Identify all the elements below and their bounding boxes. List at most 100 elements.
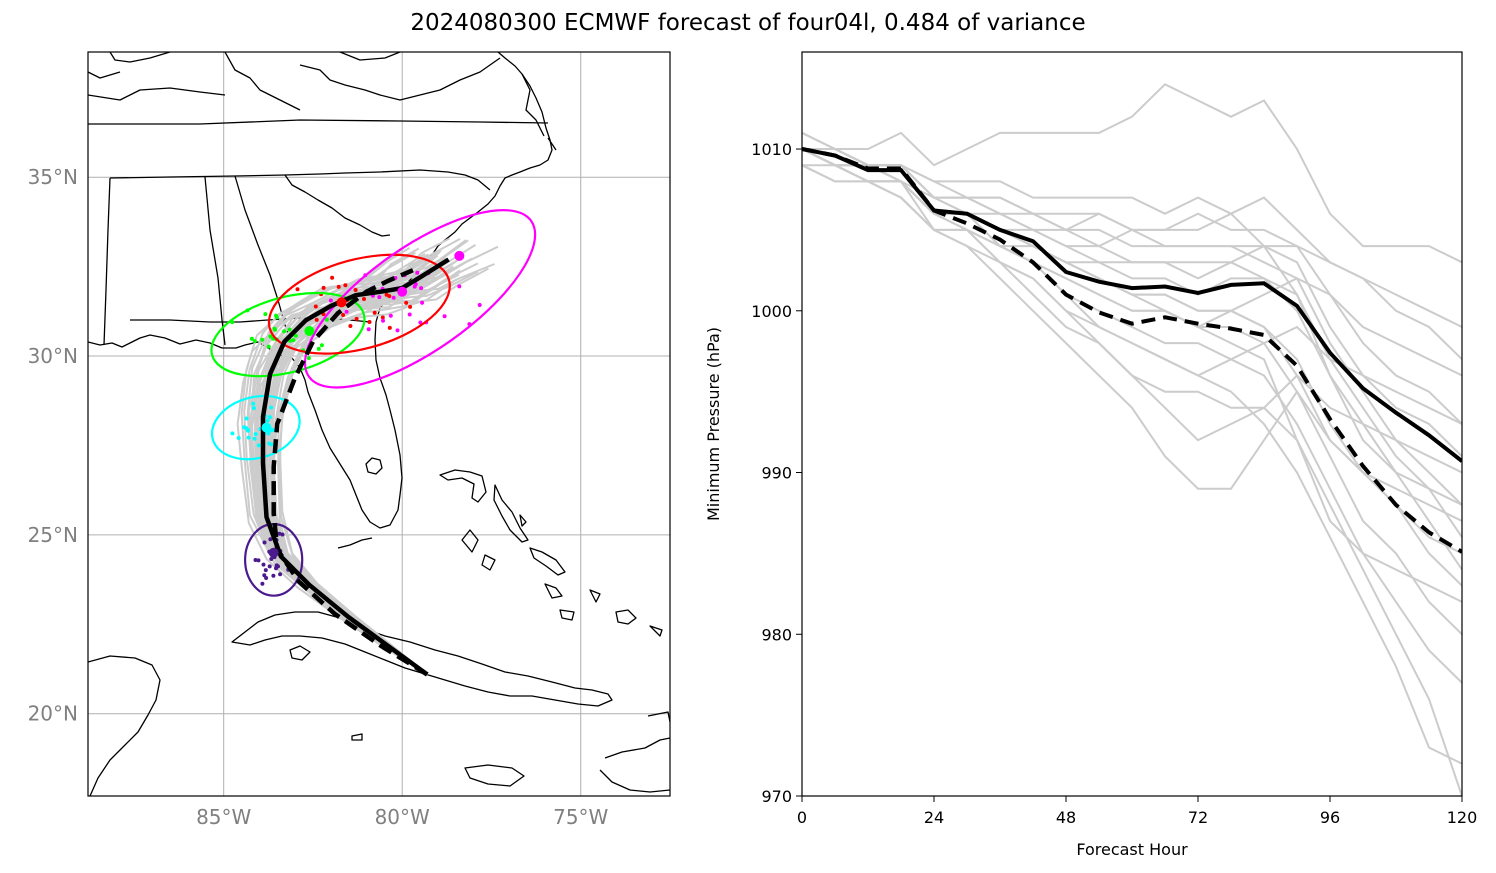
member-dot bbox=[263, 312, 268, 317]
mean-tracks bbox=[260, 257, 450, 677]
member-dot bbox=[372, 310, 377, 315]
member-dot bbox=[313, 304, 318, 309]
x-axis-ticks: 0 24 48 72 96 120 bbox=[797, 796, 1477, 827]
member-dot bbox=[260, 581, 265, 586]
member-dot bbox=[274, 566, 278, 571]
member-dot bbox=[261, 562, 266, 567]
mean-position-marker bbox=[261, 422, 272, 433]
member-dot bbox=[314, 317, 319, 322]
member-dot bbox=[380, 315, 385, 320]
mean-position-markers bbox=[261, 250, 465, 558]
member-dot bbox=[348, 324, 353, 328]
member-dot bbox=[242, 425, 247, 430]
mean-track-solid bbox=[260, 257, 450, 677]
member-dot bbox=[362, 297, 366, 301]
member-dot bbox=[395, 328, 400, 333]
member-dot bbox=[256, 558, 261, 563]
lon-tick-label: 75°W bbox=[553, 805, 608, 829]
mean-pressure-line-solid bbox=[802, 147, 1462, 463]
member-dot bbox=[282, 329, 287, 334]
member-dot bbox=[230, 431, 235, 436]
member-dot bbox=[343, 283, 348, 288]
member-dot bbox=[381, 318, 385, 323]
member-dot bbox=[245, 428, 250, 432]
ensemble-pressure-lines bbox=[802, 83, 1462, 796]
lat-tick-label: 20°N bbox=[28, 702, 78, 726]
member-dot bbox=[253, 432, 258, 436]
y-tick-label: 1000 bbox=[751, 302, 792, 321]
member-dot bbox=[457, 284, 462, 289]
ensemble-pressure-line bbox=[802, 148, 1462, 458]
member-dot bbox=[246, 435, 251, 440]
member-dot bbox=[388, 313, 393, 318]
x-tick-label: 48 bbox=[1056, 808, 1076, 827]
member-dot bbox=[419, 286, 424, 291]
mean-position-marker bbox=[454, 250, 465, 261]
y-tick-label: 970 bbox=[761, 787, 792, 806]
member-dot bbox=[264, 576, 269, 580]
member-dot bbox=[274, 315, 279, 320]
member-dot bbox=[252, 436, 257, 441]
figure-title: 2024080300 ECMWF forecast of four04l, 0.… bbox=[410, 10, 1086, 36]
member-dot bbox=[272, 326, 277, 331]
member-dot bbox=[316, 346, 321, 351]
member-dot bbox=[268, 537, 273, 542]
member-dot bbox=[253, 558, 258, 562]
lat-tick-label: 25°N bbox=[28, 523, 78, 547]
member-dot bbox=[418, 320, 423, 325]
member-dot bbox=[287, 327, 292, 332]
member-dot bbox=[244, 416, 249, 421]
y-axis-ticks: 970 980 990 1000 1010 bbox=[751, 140, 802, 806]
mean-position-marker bbox=[304, 326, 315, 336]
member-dot bbox=[293, 333, 298, 338]
member-dot bbox=[269, 405, 274, 410]
member-dot bbox=[324, 317, 329, 322]
member-dot bbox=[271, 573, 276, 578]
member-dot bbox=[260, 337, 265, 342]
member-dot bbox=[353, 288, 358, 292]
member-dot bbox=[341, 313, 346, 317]
member-dot bbox=[251, 406, 256, 411]
member-dot bbox=[367, 320, 372, 324]
member-dot bbox=[408, 304, 413, 309]
member-dot bbox=[477, 303, 482, 307]
member-dot bbox=[344, 309, 349, 314]
coastlines bbox=[88, 52, 670, 796]
uncertainty-ellipse bbox=[267, 253, 451, 355]
y-tick-label: 990 bbox=[761, 464, 792, 483]
x-tick-label: 120 bbox=[1447, 808, 1478, 827]
y-tick-label: 1010 bbox=[751, 140, 792, 159]
member-dot bbox=[377, 295, 382, 300]
mean-position-marker bbox=[336, 297, 347, 308]
ensemble-pressure-line bbox=[802, 132, 1462, 361]
member-dot bbox=[252, 339, 257, 344]
member-dot bbox=[321, 285, 326, 290]
ensemble-pressure-line bbox=[802, 83, 1462, 264]
x-axis-label: Forecast Hour bbox=[1076, 840, 1188, 859]
member-dot bbox=[265, 418, 270, 423]
track-map-panel: 20°N 25°N 30°N 35°N 85°W 80°W 75°W bbox=[28, 51, 671, 829]
member-dot bbox=[268, 334, 273, 339]
member-dot bbox=[336, 284, 341, 289]
mean-position-marker bbox=[268, 547, 279, 558]
ensemble-pressure-line bbox=[802, 148, 1462, 684]
x-tick-label: 24 bbox=[924, 808, 944, 827]
lat-tick-label: 30°N bbox=[28, 344, 78, 368]
x-tick-label: 0 bbox=[797, 808, 807, 827]
ensemble-pressure-line bbox=[802, 148, 1462, 555]
member-dot bbox=[269, 557, 274, 561]
x-tick-label: 96 bbox=[1320, 808, 1340, 827]
mean-pressure-line-dashed bbox=[802, 147, 1462, 554]
member-dot bbox=[256, 443, 261, 448]
member-dot bbox=[415, 270, 420, 275]
lon-tick-label: 80°W bbox=[375, 805, 430, 829]
member-dot bbox=[354, 316, 359, 321]
latitude-tick-labels: 20°N 25°N 30°N 35°N bbox=[28, 165, 78, 726]
member-dot bbox=[407, 312, 412, 317]
member-dot bbox=[295, 287, 300, 292]
member-dot bbox=[387, 294, 392, 299]
x-tick-label: 72 bbox=[1188, 808, 1208, 827]
member-dot bbox=[268, 415, 272, 420]
longitude-tick-labels: 85°W 80°W 75°W bbox=[196, 805, 609, 829]
